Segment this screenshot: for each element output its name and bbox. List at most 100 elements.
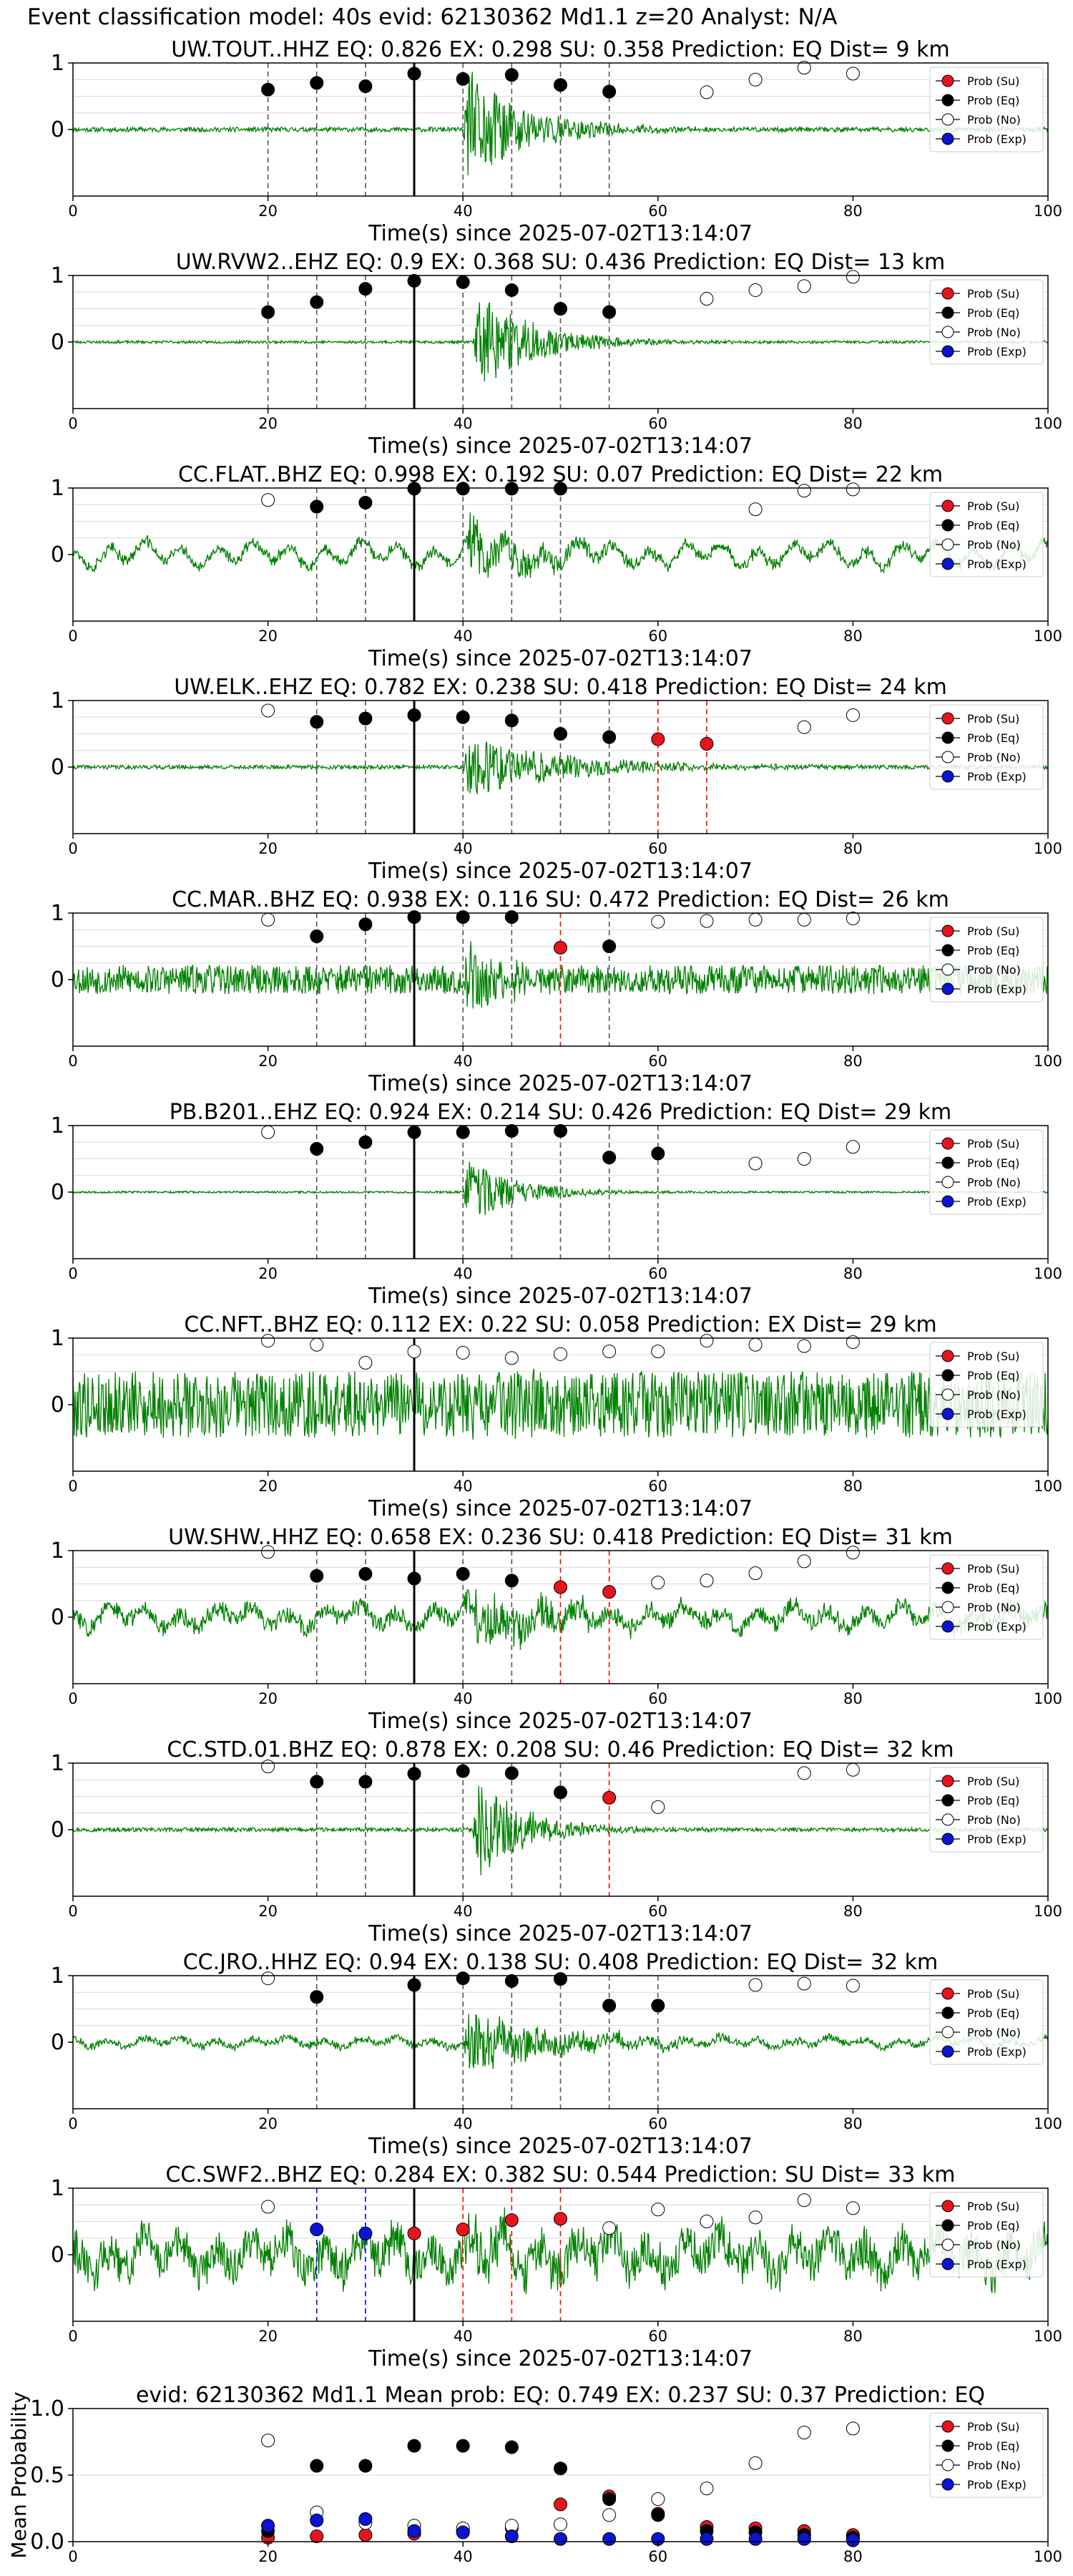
prob-marker-eq — [554, 302, 567, 316]
legend-marker-eq — [941, 2439, 954, 2452]
legend-label: Prob (Exp) — [967, 982, 1027, 996]
prob-marker-su — [504, 2213, 519, 2228]
prob-marker-eq — [504, 482, 519, 496]
legend-marker-no — [941, 1601, 954, 1614]
y-tick-label: 1 — [51, 1751, 64, 1776]
station-panel-9: CC.STD.01.BHZ EQ: 0.878 EX: 0.208 SU: 0.… — [51, 1737, 1062, 1946]
prob-marker-no — [456, 1345, 470, 1360]
prob-marker-eq — [456, 1567, 470, 1581]
plot-area — [73, 1763, 1048, 1896]
prob-marker-no — [261, 493, 275, 507]
prob-marker-exp — [846, 2533, 860, 2547]
x-tick-label: 100 — [1034, 415, 1062, 432]
prob-marker-no — [846, 1979, 860, 1993]
legend-marker-exp — [941, 1620, 954, 1633]
legend-marker-eq — [941, 1369, 954, 1382]
summary-chart: evid: 62130362 Md1.1 Mean prob: EQ: 0.74… — [7, 2383, 1062, 2565]
prob-marker-no — [846, 2421, 860, 2436]
seismic-trace — [73, 302, 1048, 381]
legend-marker-eq — [941, 1794, 954, 1807]
plot-area — [73, 275, 1048, 409]
legend-marker-su — [941, 2200, 954, 2212]
legend-marker-no — [941, 751, 954, 763]
legend-label: Prob (Exp) — [967, 2045, 1027, 2059]
legend-marker-no — [941, 963, 954, 976]
prob-marker-no — [651, 1345, 665, 1359]
x-tick-label: 40 — [454, 1690, 473, 1707]
x-tick-label: 100 — [1034, 2328, 1062, 2345]
prob-marker-eq — [358, 711, 373, 726]
y-tick-label: 1 — [51, 476, 64, 501]
prob-marker-exp — [456, 2525, 470, 2540]
prob-marker-eq — [358, 495, 373, 509]
x-axis-label: Time(s) since 2025-07-02T13:14:07 — [368, 646, 753, 671]
x-tick-label: 40 — [454, 1478, 473, 1495]
prob-marker-eq — [602, 305, 617, 319]
x-tick-label: 100 — [1034, 840, 1062, 857]
x-tick-label: 80 — [843, 1478, 863, 1495]
legend-label: Prob (Su) — [967, 1987, 1019, 2001]
seismic-trace — [73, 741, 1048, 795]
prob-marker-eq — [504, 713, 519, 728]
plot-area — [73, 1126, 1048, 1259]
legend-marker-no — [941, 538, 954, 551]
prob-marker-no — [261, 1125, 275, 1139]
prob-marker-eq — [602, 940, 617, 953]
prob-marker-no — [797, 1976, 811, 1991]
x-tick-label: 100 — [1034, 1903, 1062, 1920]
x-tick-label: 40 — [454, 415, 473, 432]
prob-marker-no — [846, 2201, 860, 2215]
x-tick-label: 100 — [1034, 1690, 1062, 1707]
x-tick-label: 80 — [843, 840, 863, 857]
legend-box — [929, 279, 1044, 365]
prob-marker-eq — [456, 482, 470, 496]
plot-area — [73, 913, 1048, 1046]
prob-marker-eq — [407, 1978, 421, 1992]
prob-marker-exp — [358, 2226, 373, 2240]
seismic-trace — [73, 1785, 1048, 1875]
x-axis-label: Time(s) since 2025-07-02T13:14:07 — [368, 2134, 753, 2159]
prob-marker-no — [700, 1334, 714, 1348]
plot-area — [73, 1551, 1048, 1684]
station-panel-4: UW.ELK..EHZ EQ: 0.782 EX: 0.238 SU: 0.41… — [51, 675, 1062, 884]
x-axis-label: Time(s) since 2025-07-02T13:14:07 — [368, 434, 753, 459]
prob-marker-exp — [261, 2519, 275, 2533]
x-tick-label: 60 — [648, 2328, 667, 2345]
legend-label: Prob (Exp) — [967, 1620, 1027, 1634]
panel-title: CC.MAR..BHZ EQ: 0.938 EX: 0.116 SU: 0.47… — [172, 887, 949, 912]
prob-marker-eq — [504, 2440, 519, 2454]
x-tick-label: 20 — [258, 628, 278, 645]
prob-marker-no — [846, 1335, 860, 1350]
y-tick-label: 1 — [51, 1113, 64, 1138]
prob-marker-eq — [310, 1142, 324, 1156]
legend-label: Prob (Eq) — [967, 1581, 1019, 1595]
prob-marker-exp — [358, 2512, 373, 2526]
prob-marker-eq — [504, 1974, 519, 1988]
prob-marker-no — [261, 1334, 275, 1348]
y-tick-label: 0 — [51, 755, 64, 780]
legend-marker-no — [941, 1176, 954, 1189]
legend-label: Prob (Su) — [967, 1137, 1019, 1151]
prob-marker-eq — [456, 1971, 470, 1986]
x-tick-label: 80 — [843, 628, 863, 645]
legend-label: Prob (Su) — [967, 2420, 1019, 2434]
legend-label: Prob (Eq) — [967, 944, 1019, 957]
prob-marker-no — [700, 85, 714, 99]
legend-marker-su — [941, 2420, 954, 2433]
legend-box — [929, 2412, 1044, 2498]
x-tick-label: 0 — [68, 203, 77, 220]
prob-marker-eq — [310, 295, 324, 309]
station-panel-1: UW.TOUT..HHZ EQ: 0.826 EX: 0.298 SU: 0.3… — [51, 37, 1062, 246]
x-tick-label: 60 — [648, 2115, 667, 2132]
legend-label: Prob (Exp) — [967, 345, 1027, 358]
prob-marker-exp — [554, 2532, 567, 2546]
station-panel-10: CC.JRO..HHZ EQ: 0.94 EX: 0.138 SU: 0.408… — [51, 1950, 1062, 2159]
prob-marker-su — [456, 2223, 470, 2237]
prob-marker-exp — [504, 2529, 519, 2544]
x-tick-label: 20 — [258, 2115, 278, 2132]
x-tick-label: 40 — [454, 1265, 473, 1282]
prob-marker-eq — [504, 910, 519, 924]
x-tick-label: 60 — [648, 628, 667, 645]
prob-marker-exp — [310, 2513, 324, 2527]
prob-marker-no — [261, 703, 275, 718]
